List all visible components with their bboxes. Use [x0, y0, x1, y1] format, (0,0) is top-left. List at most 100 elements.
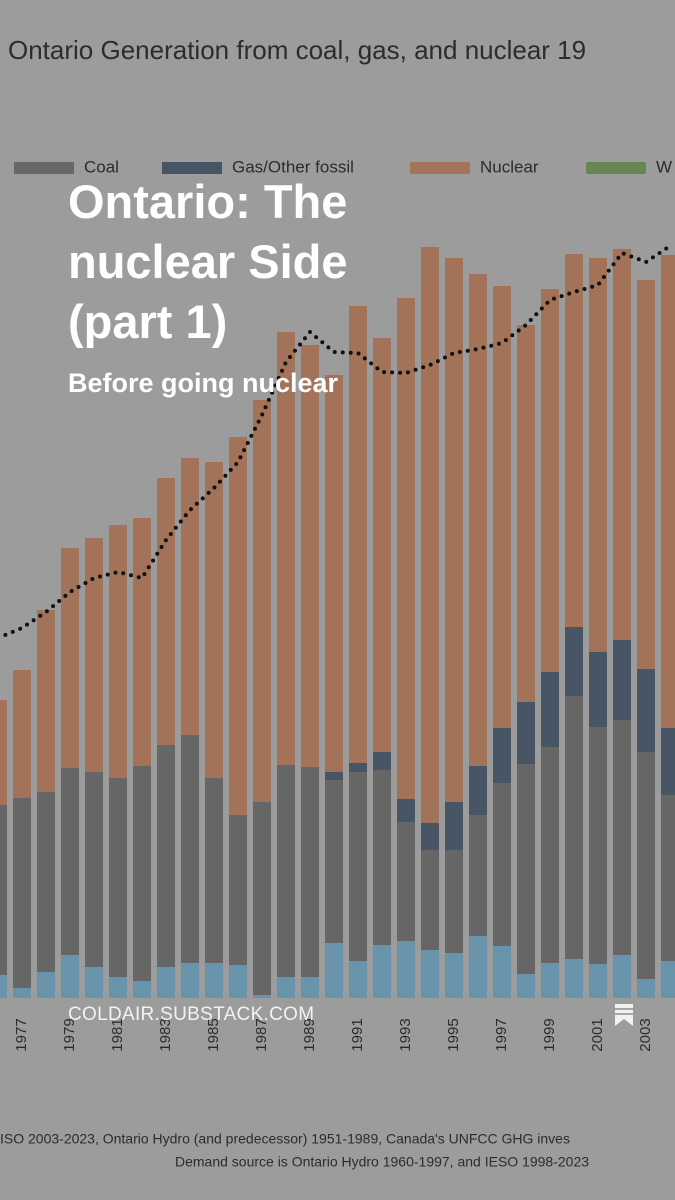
bar-segment: [613, 249, 631, 640]
bar-segment: [589, 964, 607, 998]
bar-segment: [421, 823, 439, 850]
bar-segment: [301, 767, 319, 977]
bar-segment: [541, 289, 559, 672]
bar-segment: [565, 959, 583, 998]
bar-segment: [133, 766, 151, 981]
bar-segment: [205, 462, 223, 778]
bar-segment: [229, 965, 247, 998]
legend-swatch: [586, 162, 646, 174]
bar-segment: [325, 780, 343, 943]
bar-segment: [469, 815, 487, 936]
bar-segment: [397, 799, 415, 822]
bar-segment: [277, 765, 295, 977]
bar-segment: [229, 437, 247, 815]
bar-segment: [445, 850, 463, 953]
post-subtitle: Before going nuclear: [68, 368, 339, 398]
bar-segment: [0, 975, 7, 998]
x-tick-label: 1993: [397, 1018, 414, 1051]
bar-segment: [637, 280, 655, 669]
bar-segment: [469, 936, 487, 998]
bar-segment: [613, 720, 631, 955]
bar-segment: [349, 763, 367, 772]
bar-segment: [37, 792, 55, 972]
legend-label: Coal: [84, 157, 119, 176]
bar-segment: [109, 778, 127, 977]
bar-segment: [85, 772, 103, 967]
bar-segment: [493, 728, 511, 783]
bar-segment: [325, 375, 343, 772]
bar-segment: [61, 548, 79, 768]
legend-swatch: [410, 162, 470, 174]
x-tick-label: 1983: [157, 1018, 174, 1051]
bar-segment: [637, 669, 655, 752]
bar-segment: [469, 766, 487, 815]
bar-segment: [37, 972, 55, 998]
bar-segment: [565, 696, 583, 959]
post-title: Ontario: The nuclear Side (part 1): [68, 175, 348, 348]
bar-segment: [133, 981, 151, 998]
x-tick-label: 1979: [61, 1018, 78, 1051]
bar-segment: [13, 670, 31, 798]
bar-segment: [445, 802, 463, 850]
bookmark-icon[interactable]: [613, 1002, 635, 1028]
bar-segment: [397, 941, 415, 998]
x-tick-label: 1985: [205, 1018, 222, 1051]
bar-segment: [661, 795, 675, 961]
bar-segment: [541, 963, 559, 998]
legend-swatch: [162, 162, 222, 174]
bar-segment: [13, 988, 31, 998]
bar-segment: [589, 258, 607, 652]
x-tick-label: 1989: [301, 1018, 318, 1051]
x-tick-label: 2001: [589, 1018, 606, 1051]
bar-segment: [397, 298, 415, 799]
bar-segment: [541, 747, 559, 963]
bar-segment: [613, 640, 631, 720]
bar-segment: [541, 672, 559, 747]
bar-segment: [109, 977, 127, 998]
bar-segment: [469, 274, 487, 766]
bar-segment: [589, 652, 607, 727]
bar-segment: [181, 735, 199, 963]
bar-segment: [181, 963, 199, 998]
chart-source: Demand source is Ontario Hydro 1960-1997…: [175, 1154, 589, 1170]
bar-segment: [325, 772, 343, 780]
bar-segment: [397, 822, 415, 941]
legend-label: Gas/Other fossil: [232, 157, 354, 176]
bar-segment: [253, 400, 271, 802]
bar-segment: [565, 627, 583, 696]
bar-segment: [661, 961, 675, 998]
bar-segment: [421, 247, 439, 823]
bar-segment: [565, 254, 583, 627]
bar-segment: [229, 815, 247, 965]
bar-segment: [493, 783, 511, 946]
bar-segment: [661, 255, 675, 728]
legend-label: W: [656, 157, 672, 176]
bar-segment: [277, 977, 295, 998]
x-tick-label: 1977: [13, 1018, 30, 1051]
bar-segment: [61, 768, 79, 955]
chart-source: ISO 2003-2023, Ontario Hydro (and predec…: [0, 1131, 570, 1147]
bar-segment: [637, 752, 655, 979]
bar-segment: [349, 306, 367, 763]
bar-segment: [133, 518, 151, 766]
x-tick-label: 1997: [493, 1018, 510, 1051]
bar-segment: [613, 955, 631, 998]
x-tick-label: 1987: [253, 1018, 270, 1051]
bar-segment: [517, 764, 535, 974]
bar-segment: [349, 772, 367, 961]
bar-segment: [301, 977, 319, 998]
bar-segment: [517, 325, 535, 702]
site-name[interactable]: COLDAIR.SUBSTACK.COM: [68, 1004, 315, 1025]
bar-segment: [445, 258, 463, 802]
bar-segment: [13, 798, 31, 988]
legend-swatch: [14, 162, 74, 174]
bar-segment: [157, 745, 175, 967]
bar-segment: [205, 963, 223, 998]
bar-segment: [157, 478, 175, 745]
bar-segment: [277, 332, 295, 765]
bar-segment: [589, 727, 607, 964]
bar-segment: [637, 979, 655, 998]
bar-segment: [493, 946, 511, 998]
